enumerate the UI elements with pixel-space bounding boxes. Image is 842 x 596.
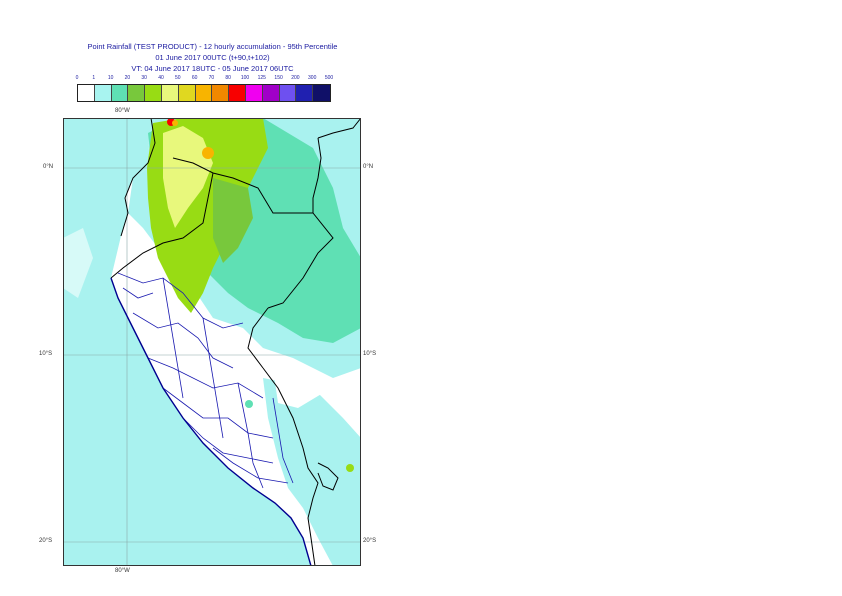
lat-label-left-10: 10°S [39,351,53,357]
lat-label-right-0: 0°N [363,164,374,170]
legend-swatch [195,85,213,101]
rainfall-map: 80°W 80°W 0°N 10°S 20°S 0°N 10°S 20°S [39,108,376,574]
legend-tick-label: 50 [175,75,181,81]
legend-tick-label: 1 [92,75,96,81]
white-gap-east [273,368,323,408]
dry-sea-patch [63,188,293,566]
legend-swatch [313,85,330,101]
legend-swatch [245,85,263,101]
chart-title: Point Rainfall (TEST PRODUCT) - 12 hourl… [87,42,338,51]
lon-label-bottom: 80°W [115,568,130,574]
color-legend [77,84,331,102]
legend-swatch [145,85,162,101]
map-canvas [63,118,361,566]
legend-swatch [262,85,280,101]
legend-tick-label: 10 [107,75,114,81]
legend-swatch [78,85,95,101]
lat-label-right-20: 20°S [363,538,377,544]
region-borders [117,272,294,489]
legend-tick-label: 30 [141,75,147,81]
extreme-rain-cell-2 [172,120,178,126]
country-borders [110,118,361,566]
lat-label-right-10: 10°S [363,351,377,357]
isolated-rain-cell [245,400,253,408]
legend-tick-label: 100 [240,75,250,81]
legend-swatch [128,85,146,101]
legend-tick-label: 40 [158,75,164,81]
legend-swatch [111,85,129,101]
legend-tick-label: 150 [274,75,283,81]
lat-label-left-20: 20°S [39,538,53,544]
dry-sea-west [63,228,93,298]
legend-swatch [212,85,230,101]
legend-swatch [94,85,112,101]
valid-time-label: VT: 04 June 2017 18UTC - 05 June 2017 06… [131,64,294,73]
heavy-rain-patch [213,178,253,263]
legend-tick-label: 80 [225,75,231,81]
lon-label-top: 80°W [115,108,130,114]
legend-swatch [279,85,297,101]
map-frame [63,118,361,566]
extreme-rain-cell [202,147,214,159]
legend-tick-label: 125 [257,75,266,81]
lat-label-left-0: 0°N [43,164,54,170]
east-light-rain [263,378,361,566]
legend-tick-label: 20 [124,75,131,81]
legend-tick-label: 70 [208,75,215,81]
legend-tick-label: 300 [308,75,317,81]
legend-tick-labels: 0 1 10 20 30 40 50 60 70 80 100 125 150 200 300 500 [70,75,360,84]
very-heavy-rain [163,126,213,228]
legend-tick-label: 500 [324,75,334,81]
legend-swatch [161,85,179,101]
legend-tick-label: 0 [75,75,79,81]
legend-tick-label: 60 [191,75,198,81]
legend-swatch [178,85,196,101]
isolated-rain-cell-2 [346,464,354,472]
legend-swatch [229,85,246,101]
legend-tick-label: 200 [291,75,300,81]
legend-swatch [296,85,314,101]
forecast-run-label: 01 June 2017 00UTC (t+90,t+102) [155,53,270,62]
